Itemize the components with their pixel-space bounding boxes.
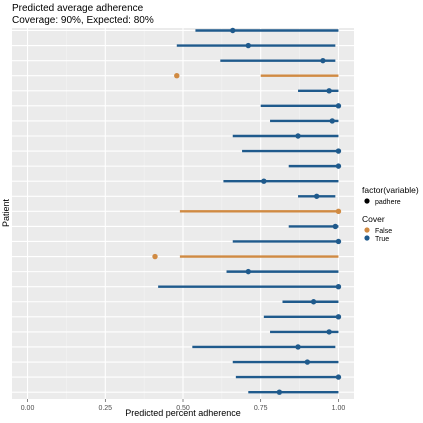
prediction-point	[335, 374, 342, 380]
prediction-point	[320, 57, 326, 64]
prediction-point	[335, 283, 342, 290]
prediction-point	[335, 238, 342, 245]
chart-marks	[152, 27, 342, 395]
legend-true-label: True	[375, 236, 389, 243]
prediction-point	[152, 253, 158, 260]
prediction-point	[261, 178, 267, 184]
x-tick-label: 0.75	[254, 405, 268, 412]
legend-false-key	[364, 227, 370, 233]
y-axis-title: Patient	[1, 198, 11, 227]
prediction-point	[335, 103, 342, 109]
prediction-point	[329, 118, 335, 124]
prediction-point	[245, 42, 251, 49]
prediction-point	[335, 148, 342, 154]
prediction-point	[332, 223, 339, 230]
legend-false-label: False	[375, 228, 392, 235]
prediction-point	[310, 299, 317, 305]
legend-color-title: Cover	[362, 214, 385, 224]
prediction-point	[304, 359, 311, 365]
prediction-point	[245, 268, 251, 275]
prediction-point	[295, 344, 301, 350]
prediction-point	[326, 88, 332, 94]
x-tick-label: 0.25	[98, 405, 112, 412]
prediction-point	[174, 73, 180, 79]
legend-shape-label: padhere	[375, 199, 401, 206]
prediction-point	[295, 133, 301, 139]
prediction-point	[335, 314, 342, 320]
prediction-point	[313, 193, 320, 199]
prediction-point	[326, 329, 332, 335]
x-tick-label: 0.00	[21, 405, 35, 412]
x-axis-ticks: 0.00 0.25 0.50 0.75 1.00	[21, 399, 346, 412]
prediction-point	[335, 208, 342, 215]
legend-shape-title: factor(variable)	[362, 185, 419, 195]
x-tick-label: 1.00	[332, 405, 346, 412]
x-tick-label: 0.50	[176, 405, 190, 412]
chart-subtitle: Coverage: 90%, Expected: 80%	[12, 15, 154, 26]
legend: factor(variable) padhere Cover False Tru…	[362, 185, 419, 243]
prediction-point	[276, 389, 283, 395]
chart-title: Predicted average adherence	[12, 3, 144, 14]
prediction-point	[230, 27, 236, 34]
legend-true-key	[364, 235, 370, 241]
prediction-point	[335, 163, 342, 169]
x-axis-title: Predicted percent adherence	[125, 408, 241, 418]
legend-shape-key	[364, 198, 370, 204]
